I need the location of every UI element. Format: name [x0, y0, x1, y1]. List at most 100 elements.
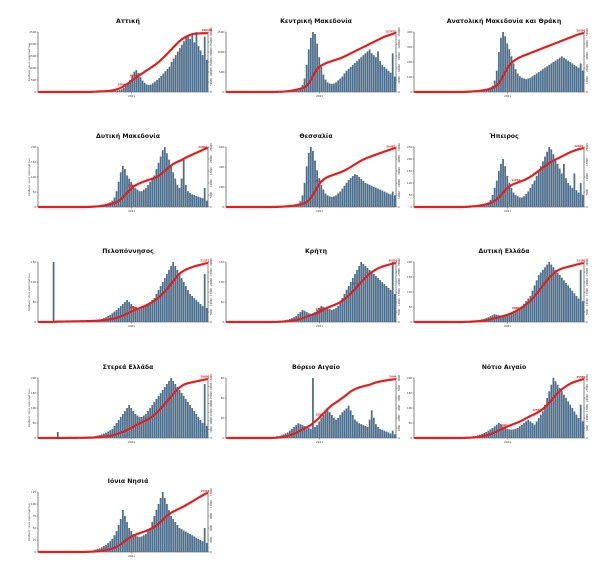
- bar: [195, 414, 197, 438]
- bar: [195, 196, 197, 207]
- data-label: 31512: [200, 259, 209, 263]
- bar: [128, 528, 130, 552]
- bar: [126, 300, 128, 322]
- bar: [179, 390, 181, 438]
- left-tick-label: 200: [407, 157, 412, 161]
- left-tick-label: 25: [33, 538, 37, 542]
- data-label: 157470: [385, 30, 396, 34]
- bar: [367, 184, 369, 207]
- bar: [162, 282, 164, 322]
- bar: [125, 86, 127, 92]
- left-tick-label: 125: [31, 490, 36, 494]
- bar: [365, 53, 367, 92]
- x-tick-label: 2021: [504, 324, 511, 328]
- bar: [335, 308, 337, 322]
- bar: [540, 272, 542, 322]
- data-label: 8610: [128, 183, 135, 187]
- bar: [540, 166, 542, 207]
- bar: [120, 417, 122, 438]
- bar: [548, 262, 550, 322]
- bar: [536, 73, 538, 92]
- bar: [162, 390, 164, 438]
- bar: [496, 71, 498, 92]
- bar: [534, 75, 536, 92]
- bar: [200, 540, 202, 552]
- bar: [189, 294, 191, 322]
- bar: [174, 522, 176, 552]
- bar: [149, 528, 151, 552]
- right-tick-label: 5000: [398, 308, 401, 315]
- bar: [183, 160, 185, 207]
- left-tick-label: 200: [407, 376, 412, 380]
- left-tick-label: 2500: [29, 30, 36, 34]
- bar: [120, 519, 122, 552]
- bar: [504, 36, 506, 92]
- bar: [122, 166, 124, 207]
- bar: [323, 75, 325, 92]
- bar: [390, 194, 392, 207]
- bar: [189, 39, 191, 92]
- left-tick-label: 150: [407, 391, 412, 395]
- bar: [337, 193, 339, 207]
- right-tick-label: 50000: [398, 143, 401, 151]
- left-tick-label: 100: [407, 406, 412, 410]
- bar: [578, 418, 580, 438]
- bar: [386, 286, 388, 322]
- bar: [114, 426, 116, 438]
- bar: [504, 428, 506, 438]
- bar: [386, 192, 388, 207]
- chart-svg: 1500100050001500001200009000060000300000…: [218, 10, 414, 120]
- bar: [344, 410, 346, 438]
- left-tick-label: 200: [407, 60, 412, 64]
- bar: [542, 270, 544, 322]
- bar: [198, 302, 200, 322]
- bar: [371, 53, 373, 92]
- x-tick-label: 2021: [128, 554, 135, 558]
- bar: [168, 381, 170, 438]
- bar: [191, 296, 193, 322]
- bar: [381, 430, 383, 438]
- bar: [327, 308, 329, 322]
- bar: [200, 304, 202, 322]
- bar: [498, 171, 500, 207]
- bar: [151, 179, 153, 207]
- bar: [565, 398, 567, 438]
- right-tick-label: 1000: [398, 424, 401, 431]
- bar: [167, 69, 169, 92]
- bar: [137, 190, 139, 207]
- right-tick-label: 30000: [586, 258, 589, 266]
- bar: [116, 531, 118, 552]
- bar: [187, 191, 189, 207]
- right-tick-label: 5000: [586, 424, 589, 431]
- bar: [139, 417, 141, 438]
- right-tick-label: 120000: [398, 39, 401, 49]
- bar: [394, 77, 396, 92]
- bar: [115, 91, 117, 92]
- right-tick-label: 5000: [210, 308, 213, 315]
- bar: [527, 78, 529, 92]
- left-tick-label: 50: [33, 526, 37, 530]
- bar: [160, 76, 162, 92]
- bar: [360, 57, 362, 92]
- bar: [166, 504, 168, 552]
- right-tick-label: 150000: [398, 27, 401, 37]
- bar: [310, 429, 312, 438]
- bar: [565, 59, 567, 92]
- bar: [149, 182, 151, 207]
- left-tick-label: 50: [221, 300, 225, 304]
- bar: [130, 531, 132, 552]
- bar: [189, 405, 191, 438]
- bar: [532, 184, 534, 207]
- bar: [548, 65, 550, 92]
- bar: [169, 67, 171, 92]
- bar: [158, 396, 160, 438]
- data-label: 5444: [389, 374, 396, 378]
- right-tick-label: 150000: [210, 57, 213, 67]
- bar: [392, 53, 394, 92]
- bar: [170, 378, 172, 438]
- right-tick-label: 35000: [210, 374, 213, 382]
- bar: [517, 73, 519, 92]
- bar: [377, 51, 379, 92]
- bar: [158, 290, 160, 322]
